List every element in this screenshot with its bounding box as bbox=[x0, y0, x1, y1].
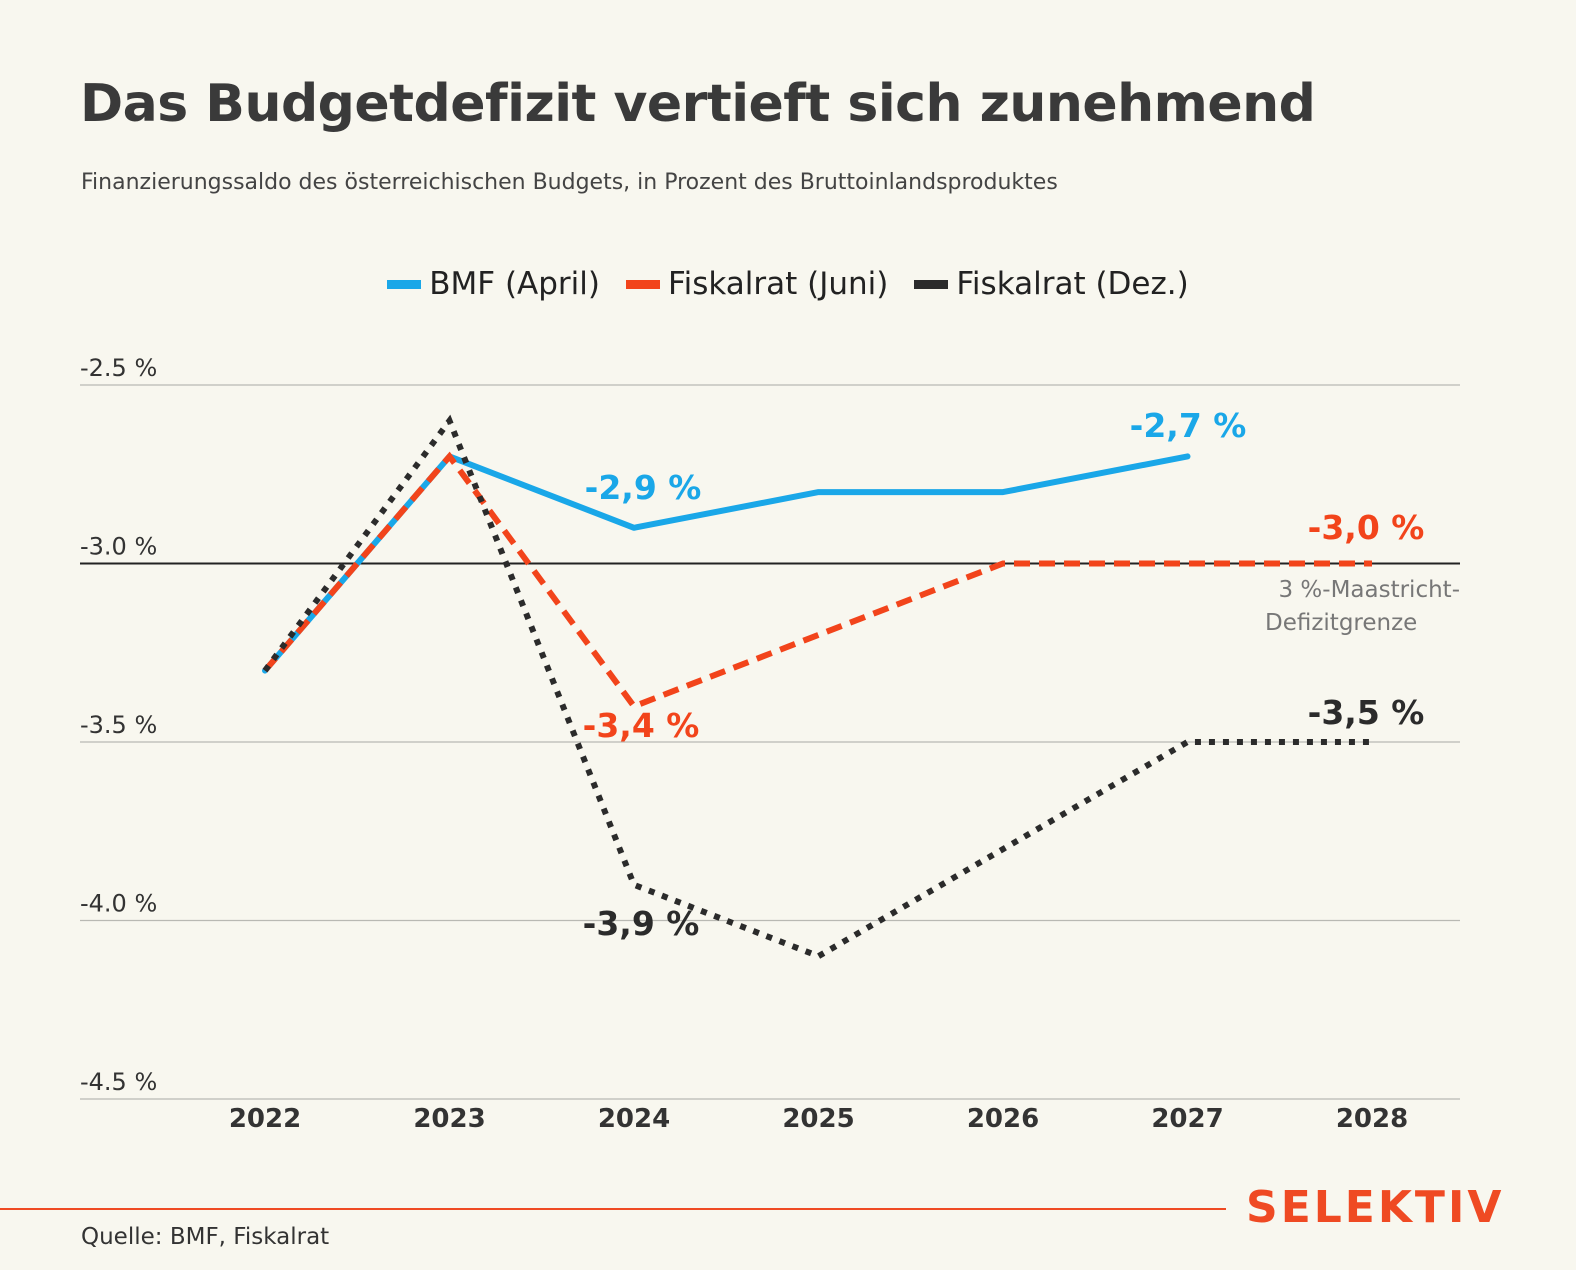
y-tick-label: -4.5 % bbox=[80, 1068, 157, 1096]
x-tick-label: 2028 bbox=[1336, 1104, 1408, 1134]
grid-layer bbox=[80, 384, 1460, 1100]
y-tick-label: -3.0 % bbox=[80, 533, 157, 561]
legend-label-bmf-april: BMF (April) bbox=[429, 266, 600, 302]
chart-subtitle: Finanzierungssaldo des österreichischen … bbox=[81, 170, 1058, 195]
series-line-2 bbox=[262, 414, 1372, 960]
reference-line-label: Defizitgrenze bbox=[1265, 610, 1417, 636]
legend-swatch-fiskalrat-juni bbox=[626, 279, 660, 289]
legend-swatch-fiskalrat-dez bbox=[914, 279, 949, 289]
value-annotation: -2,9 % bbox=[585, 468, 702, 507]
series-layer bbox=[262, 414, 1372, 960]
y-tick-label: -4.0 % bbox=[80, 890, 157, 918]
value-annotation: -3,5 % bbox=[1308, 693, 1425, 732]
label-layer: -2.5 % -3.0 % -3.5 % -4.0 % -4.5 % 2022 2023 20… bbox=[80, 354, 1460, 1134]
x-tick-label: 2027 bbox=[1151, 1104, 1223, 1134]
legend-swatch-bmf-april bbox=[387, 279, 422, 289]
reference-line-label: 3 %-Maastricht- bbox=[1278, 577, 1460, 603]
value-annotation: -3,9 % bbox=[583, 904, 700, 943]
source-note: Quelle: BMF, Fiskalrat bbox=[81, 1224, 330, 1250]
series-line-1 bbox=[262, 451, 1372, 710]
x-tick-label: 2023 bbox=[413, 1104, 485, 1134]
x-tick-label: 2024 bbox=[598, 1104, 670, 1134]
value-annotation: -3,4 % bbox=[583, 706, 700, 745]
x-tick-label: 2026 bbox=[967, 1104, 1039, 1134]
legend-item-fiskalrat-dez: Fiskalrat (Dez.) bbox=[914, 266, 1189, 302]
value-annotation: -3,0 % bbox=[1308, 508, 1425, 547]
legend-label-fiskalrat-dez: Fiskalrat (Dez.) bbox=[956, 266, 1189, 302]
chart-title: Das Budgetdefizit vertieft sich zunehmen… bbox=[80, 74, 1316, 134]
chart-legend: BMF (April) Fiskalrat (Juni) Fiskalrat (… bbox=[0, 266, 1576, 302]
x-tick-label: 2025 bbox=[782, 1104, 854, 1134]
y-tick-label: -3.5 % bbox=[80, 711, 157, 739]
legend-label-fiskalrat-juni: Fiskalrat (Juni) bbox=[668, 266, 889, 302]
x-tick-label: 2022 bbox=[229, 1104, 301, 1134]
legend-item-bmf-april: BMF (April) bbox=[387, 266, 600, 302]
value-annotation: -2,7 % bbox=[1130, 406, 1247, 445]
y-tick-label: -2.5 % bbox=[80, 354, 157, 382]
brand-logo: SELEKTIV bbox=[1246, 1182, 1505, 1233]
legend-item-fiskalrat-juni: Fiskalrat (Juni) bbox=[626, 266, 888, 302]
